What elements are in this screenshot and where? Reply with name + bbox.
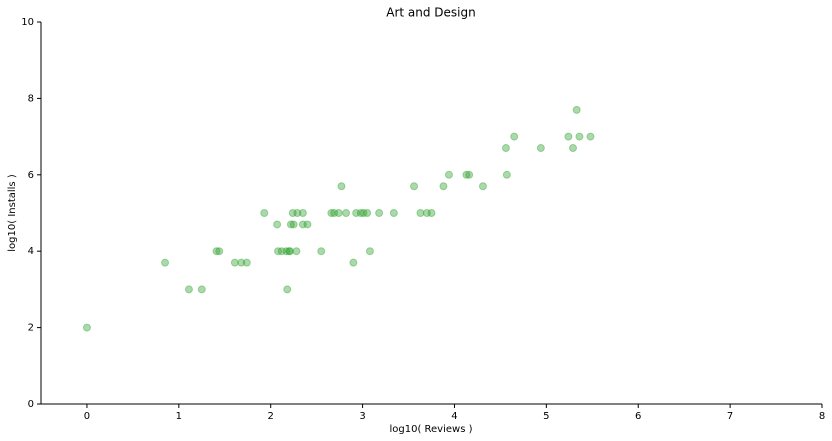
point (444, 170, 453, 179)
point (568, 144, 577, 153)
point (260, 209, 269, 217)
point (389, 209, 398, 217)
point (439, 182, 448, 191)
point (465, 170, 474, 179)
point (288, 209, 297, 217)
y-tick-label: 8 (28, 93, 34, 104)
point (337, 182, 346, 191)
y-tick-label: 6 (28, 170, 34, 181)
point (237, 258, 246, 267)
y-axis-label: log10( Installs ) (7, 174, 18, 252)
point (82, 323, 91, 332)
point (356, 209, 365, 217)
point (536, 144, 545, 153)
point (359, 209, 368, 217)
point (317, 247, 326, 256)
x-tick-label: 6 (635, 411, 641, 422)
point (510, 132, 519, 141)
point (286, 220, 295, 229)
point (197, 285, 206, 294)
point (273, 220, 282, 229)
point (334, 209, 343, 217)
point (303, 220, 312, 229)
point (283, 285, 292, 294)
point (298, 209, 307, 217)
point (242, 258, 251, 267)
y-tick-label: 0 (28, 399, 34, 410)
x-tick-label: 2 (268, 411, 274, 422)
point (293, 209, 302, 217)
point (327, 209, 336, 217)
point (330, 209, 339, 217)
point (478, 182, 487, 191)
point (502, 170, 511, 179)
point (274, 247, 283, 256)
point (215, 247, 224, 256)
point (572, 105, 581, 114)
x-tick-label: 5 (543, 411, 549, 422)
point (212, 247, 221, 256)
point (342, 209, 351, 217)
point (363, 209, 372, 217)
point (277, 247, 286, 256)
point (352, 209, 361, 217)
point (564, 132, 573, 141)
point (375, 209, 384, 217)
chart-title: Art and Design (386, 6, 475, 20)
x-tick-label: 7 (727, 411, 733, 422)
point (422, 209, 431, 217)
point (161, 258, 170, 267)
point (184, 285, 193, 294)
point (427, 209, 436, 217)
y-tick-label: 10 (21, 17, 34, 28)
x-tick-label: 0 (84, 411, 90, 422)
x-tick-label: 1 (176, 411, 182, 422)
point (410, 182, 419, 191)
point (298, 220, 307, 229)
point (285, 247, 294, 256)
x-axis-label: log10( Reviews ) (389, 424, 472, 435)
y-tick-label: 4 (28, 246, 34, 257)
point (365, 247, 374, 256)
point (462, 170, 471, 179)
x-tick-label: 4 (451, 411, 457, 422)
point (286, 247, 295, 256)
point (575, 132, 584, 141)
x-tick-label: 3 (359, 411, 365, 422)
point (289, 220, 298, 229)
point (292, 247, 301, 256)
point (230, 258, 239, 267)
x-tick-label: 8 (819, 411, 825, 422)
point (501, 144, 510, 153)
point (586, 132, 595, 141)
point (416, 209, 425, 217)
y-tick-label: 2 (28, 323, 34, 334)
point (282, 247, 291, 256)
point (349, 258, 358, 267)
